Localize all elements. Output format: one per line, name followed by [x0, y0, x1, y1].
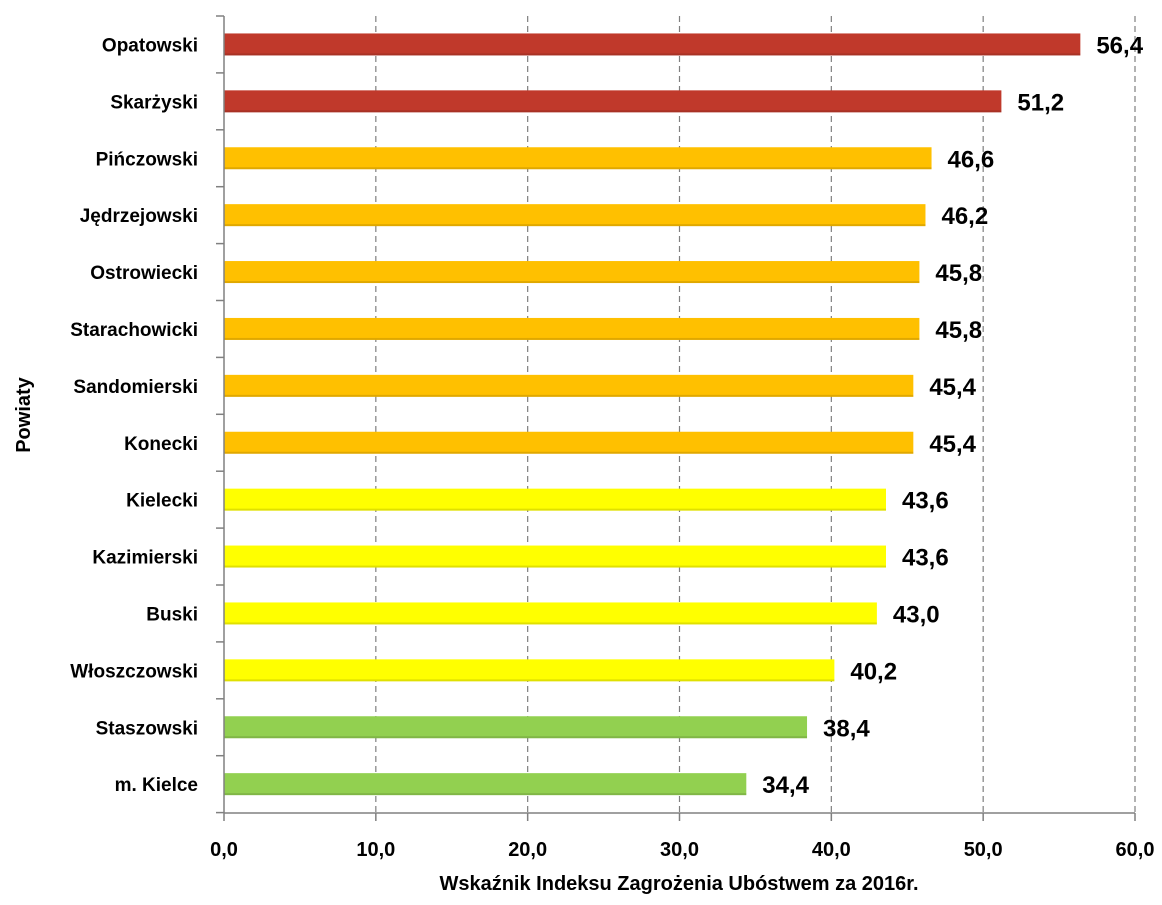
data-label: 40,2 [850, 658, 897, 685]
bar-shadow [224, 53, 1081, 56]
category-label: Ostrowiecki [90, 263, 198, 284]
x-axis-title: Wskaźnik Indeksu Zagrożenia Ubóstwem za … [439, 873, 918, 895]
bar-shadow [224, 736, 808, 739]
bar-shadow [224, 793, 747, 796]
bar [224, 33, 1081, 56]
category-label: m. Kielce [115, 775, 198, 796]
category-label: Skarżyski [110, 92, 198, 113]
bar-shadow [224, 337, 920, 340]
bar-shadow [224, 565, 886, 568]
x-tick-label: 40,0 [812, 839, 851, 861]
category-label: Konecki [124, 434, 198, 455]
data-label: 45,8 [935, 260, 982, 287]
category-label: Włoszczowski [70, 661, 198, 682]
data-label: 46,2 [941, 203, 988, 230]
data-label: 51,2 [1017, 89, 1064, 116]
bar-shadow [224, 679, 835, 682]
y-axis-title: Powiaty [13, 376, 35, 452]
data-label: 43,6 [902, 545, 949, 572]
bar-shadow [224, 167, 932, 170]
labels: 56,4 Opatowski 51,2 Skarżyski 46,6 Pińczowski… [70, 32, 1154, 861]
data-label: 38,4 [823, 715, 870, 742]
bars [224, 33, 1081, 796]
category-label: Pińczowski [96, 149, 198, 170]
bar [224, 90, 1002, 113]
category-label: Starachowicki [70, 320, 198, 341]
bar [224, 488, 886, 511]
bar-shadow [224, 394, 914, 397]
x-tick-label: 20,0 [508, 839, 547, 861]
bar [224, 659, 835, 682]
bar [224, 773, 747, 796]
x-tick-label: 0,0 [210, 839, 238, 861]
bar-shadow [224, 622, 877, 625]
data-label: 43,6 [902, 488, 949, 515]
data-label: 45,8 [935, 317, 982, 344]
x-tick-label: 10,0 [356, 839, 395, 861]
category-label: Opatowski [102, 35, 198, 56]
data-label: 45,4 [929, 431, 976, 458]
x-tick-label: 60,0 [1116, 839, 1155, 861]
category-label: Kazimierski [92, 548, 198, 569]
axes [216, 15, 1136, 821]
x-tick-label: 50,0 [964, 839, 1003, 861]
grid-lines [375, 16, 1136, 813]
data-label: 46,6 [948, 146, 995, 173]
bar [224, 431, 914, 454]
bar [224, 204, 926, 227]
bar [224, 716, 808, 739]
data-label: 56,4 [1096, 32, 1143, 59]
bar-shadow [224, 224, 926, 227]
bar-shadow [224, 508, 886, 511]
bar [224, 261, 920, 284]
bar [224, 317, 920, 340]
bar-shadow [224, 110, 1002, 113]
bar-shadow [224, 451, 914, 454]
category-label: Sandomierski [73, 377, 198, 398]
x-tick-label: 30,0 [660, 839, 699, 861]
bar [224, 545, 886, 568]
bar [224, 374, 914, 397]
bar [224, 602, 877, 625]
bar [224, 147, 932, 170]
category-label: Staszowski [96, 718, 198, 739]
data-label: 43,0 [893, 601, 940, 628]
category-label: Buski [146, 604, 198, 625]
bar-shadow [224, 281, 920, 284]
category-label: Kielecki [126, 491, 198, 512]
category-label: Jędrzejowski [80, 206, 198, 227]
data-label: 34,4 [762, 772, 809, 799]
data-label: 45,4 [929, 374, 976, 401]
